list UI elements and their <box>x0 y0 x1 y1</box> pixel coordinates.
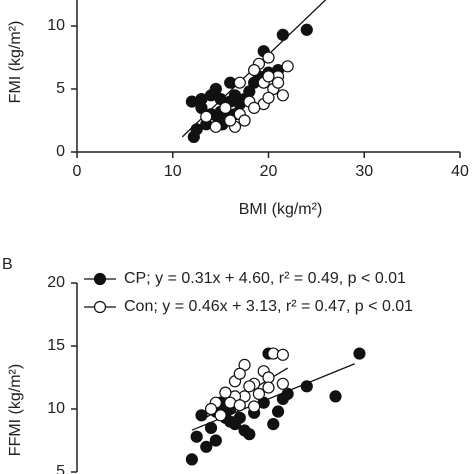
data-point <box>233 399 246 412</box>
data-point <box>276 377 289 390</box>
y-tick-label: 10 <box>47 17 65 34</box>
data-point <box>219 101 232 115</box>
data-point <box>219 386 232 399</box>
x-tick-label: 0 <box>73 163 82 180</box>
data-point <box>185 453 198 466</box>
data-point <box>267 418 280 431</box>
data-point <box>195 409 208 422</box>
data-point <box>209 120 222 133</box>
data-point <box>353 347 366 360</box>
data-point <box>233 76 246 89</box>
y-tick-label: 20 <box>47 274 65 291</box>
data-point <box>300 23 313 36</box>
data-point <box>262 381 275 394</box>
data-point <box>248 101 261 115</box>
data-point <box>200 110 213 123</box>
x-tick-label: 30 <box>355 163 373 180</box>
data-point <box>224 415 237 428</box>
data-point <box>187 130 200 143</box>
data-point <box>271 76 285 89</box>
data-point <box>262 70 275 83</box>
data-point <box>276 89 289 102</box>
data-point <box>271 405 285 418</box>
data-point <box>238 114 251 127</box>
x-axis-label: BMI (kg/m²) <box>239 201 323 218</box>
y-axis-label: FMI (kg/m²) <box>7 21 24 104</box>
data-point <box>200 440 213 453</box>
data-point <box>243 380 256 393</box>
data-point <box>233 367 246 380</box>
legend-label: Con; y = 0.46x + 3.13, r² = 0.47, p < 0.… <box>124 298 413 315</box>
y-axis-label: FFMI (kg/m²) <box>7 364 24 456</box>
x-tick-label: 10 <box>164 163 182 180</box>
x-tick-label: 40 <box>451 163 469 180</box>
legend-marker <box>93 272 107 286</box>
data-point <box>243 428 256 441</box>
data-point <box>224 114 237 127</box>
y-tick-label: 5 <box>56 80 65 97</box>
panel-label: B <box>2 256 13 273</box>
data-point <box>276 392 289 406</box>
data-point <box>329 390 342 403</box>
data-point <box>262 91 275 104</box>
data-point <box>248 400 261 413</box>
data-point <box>252 387 266 400</box>
data-point <box>276 348 289 361</box>
data-point <box>262 371 275 384</box>
data-point <box>281 60 294 73</box>
data-point <box>204 421 218 434</box>
x-tick-label: 20 <box>260 163 278 180</box>
data-point <box>195 92 208 106</box>
data-point <box>248 63 261 77</box>
y-tick-label: 15 <box>47 337 65 354</box>
data-point <box>190 430 203 443</box>
data-point <box>300 380 313 393</box>
y-tick-label: 10 <box>47 400 65 417</box>
data-point <box>243 85 256 98</box>
data-point <box>204 402 218 416</box>
data-point <box>262 51 275 64</box>
legend-marker <box>93 300 107 314</box>
legend-label: CP; y = 0.31x + 4.60, r² = 0.49, p < 0.0… <box>124 270 406 287</box>
data-point <box>276 28 289 41</box>
y-tick-label: 5 <box>56 463 65 474</box>
data-point <box>209 434 222 447</box>
y-tick-label: 0 <box>56 143 65 160</box>
data-point <box>214 409 227 422</box>
